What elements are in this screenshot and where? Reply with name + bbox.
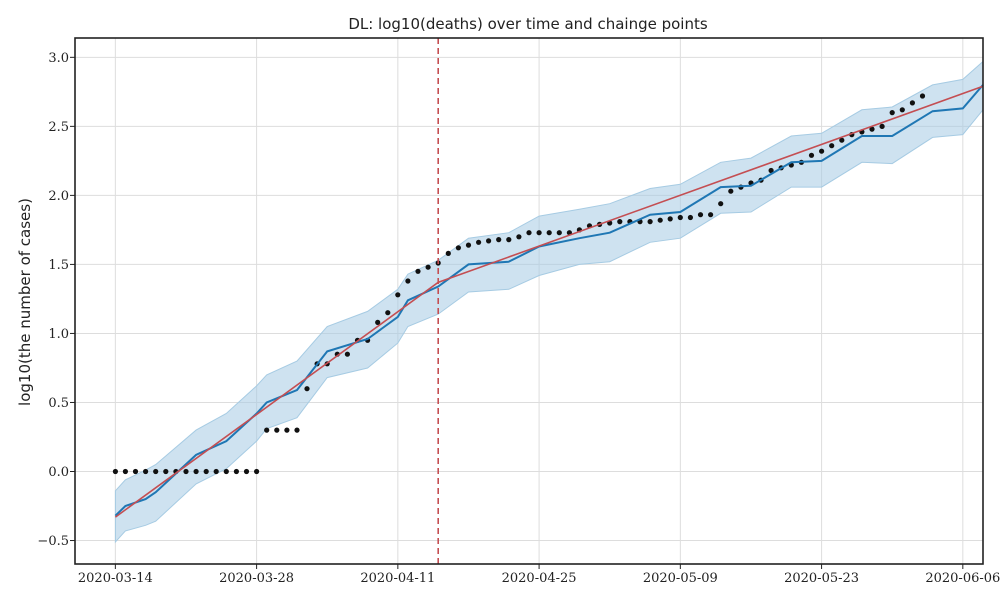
x-tick-label: 2020-03-14 <box>78 571 153 586</box>
observed-point <box>657 217 663 223</box>
observed-point <box>193 468 199 475</box>
y-tick-label: 2.5 <box>48 120 69 135</box>
observed-point <box>294 427 300 433</box>
y-tick-label: 1.0 <box>48 327 69 342</box>
x-tick-label: 2020-04-25 <box>502 571 577 586</box>
observed-point <box>465 242 472 248</box>
observed-point <box>879 123 885 129</box>
observed-point <box>425 264 431 270</box>
observed-point <box>687 214 694 221</box>
grid <box>75 38 983 564</box>
observed-point <box>143 468 149 475</box>
y-tick-label: 0.5 <box>48 396 69 411</box>
observed-point <box>909 100 916 106</box>
observed-point <box>233 468 239 475</box>
observed-point <box>445 250 451 256</box>
observed-point <box>708 212 714 218</box>
observed-point <box>808 152 815 158</box>
observed-point <box>375 319 381 325</box>
observed-point <box>728 188 734 194</box>
observed-point <box>496 237 502 243</box>
observed-point <box>819 148 825 154</box>
observed-point <box>889 110 895 116</box>
observed-point <box>153 468 159 475</box>
x-tick-label: 2020-04-11 <box>360 571 435 586</box>
observed-point <box>183 468 189 475</box>
observed-point <box>476 239 482 245</box>
chart-title: DL: log10(deaths) over time and chainge … <box>348 15 708 33</box>
plot-frame <box>74 37 984 565</box>
observed-point <box>526 230 532 236</box>
x-tick-label: 2020-06-06 <box>925 571 1000 586</box>
observed-point <box>486 238 492 244</box>
observed-point <box>112 468 118 475</box>
observed-point <box>132 468 139 475</box>
observed-point <box>919 93 926 99</box>
observed-point <box>284 427 290 433</box>
observed-point <box>839 137 845 143</box>
observed-point <box>203 468 209 475</box>
y-tick-label: 2.0 <box>48 189 69 204</box>
observed-point <box>254 468 260 475</box>
observed-point <box>546 230 552 236</box>
observed-point <box>243 468 250 475</box>
observed-point <box>516 234 522 240</box>
observed-point <box>455 245 461 251</box>
observed-point <box>304 386 310 392</box>
observed-point <box>385 310 391 316</box>
observed-point <box>344 351 350 357</box>
observed-point <box>768 167 774 174</box>
observed-point <box>395 292 401 298</box>
observed-point <box>536 230 542 236</box>
observed-point <box>415 268 421 274</box>
observed-point <box>667 216 673 222</box>
observed-point <box>264 427 270 433</box>
observed-point <box>677 214 683 221</box>
observed-point <box>718 201 724 207</box>
y-tick-label: −0.5 <box>37 534 69 549</box>
observed-point <box>223 468 229 475</box>
axis-ticks: 2020-03-14 2020-03-28 2020-04-11 2020-04-25… <box>37 51 1000 586</box>
observed-point <box>506 237 512 243</box>
y-tick-label: 0.0 <box>48 465 69 480</box>
observed-point <box>829 143 835 149</box>
observed-point <box>213 468 219 475</box>
observed-point <box>899 107 905 113</box>
observed-point <box>405 278 411 284</box>
x-tick-label: 2020-05-09 <box>643 571 718 586</box>
observed-point <box>274 427 280 433</box>
observed-point <box>697 212 704 218</box>
observed-point <box>617 219 623 225</box>
observed-point <box>556 230 562 236</box>
observed-point <box>163 468 169 475</box>
y-axis-label: log10(the number of cases) <box>16 198 34 406</box>
y-tick-label: 1.5 <box>48 258 69 273</box>
fitted-line <box>114 84 984 517</box>
observed-point <box>647 219 653 225</box>
x-tick-label: 2020-05-23 <box>784 571 859 586</box>
y-tick-label: 3.0 <box>48 51 69 66</box>
x-tick-label: 2020-03-28 <box>219 571 294 586</box>
observed-point <box>869 126 875 132</box>
observed-point <box>122 468 128 475</box>
